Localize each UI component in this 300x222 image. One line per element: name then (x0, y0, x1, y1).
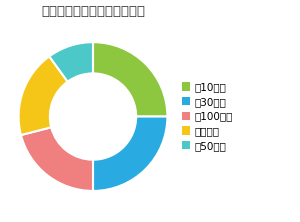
Text: 25%: 25% (125, 68, 148, 78)
Title: 》経験者に質問「土地・不動産売買の
手付金額はいくらでしたか？: 》経験者に質問「土地・不動産売買の 手付金額はいくらでしたか？ (25, 0, 161, 18)
Wedge shape (93, 117, 167, 191)
Text: 21%: 21% (44, 160, 67, 170)
Wedge shape (93, 42, 167, 117)
Wedge shape (49, 42, 93, 82)
Text: 25%: 25% (125, 155, 148, 165)
Wedge shape (19, 56, 68, 135)
Text: 19%: 19% (23, 91, 46, 101)
Legend: ～10万円, ～30万円, ～100万円, それ以上, ～50万円: ～10万円, ～30万円, ～100万円, それ以上, ～50万円 (182, 82, 233, 151)
Wedge shape (21, 127, 93, 191)
Text: 10%: 10% (62, 53, 86, 63)
